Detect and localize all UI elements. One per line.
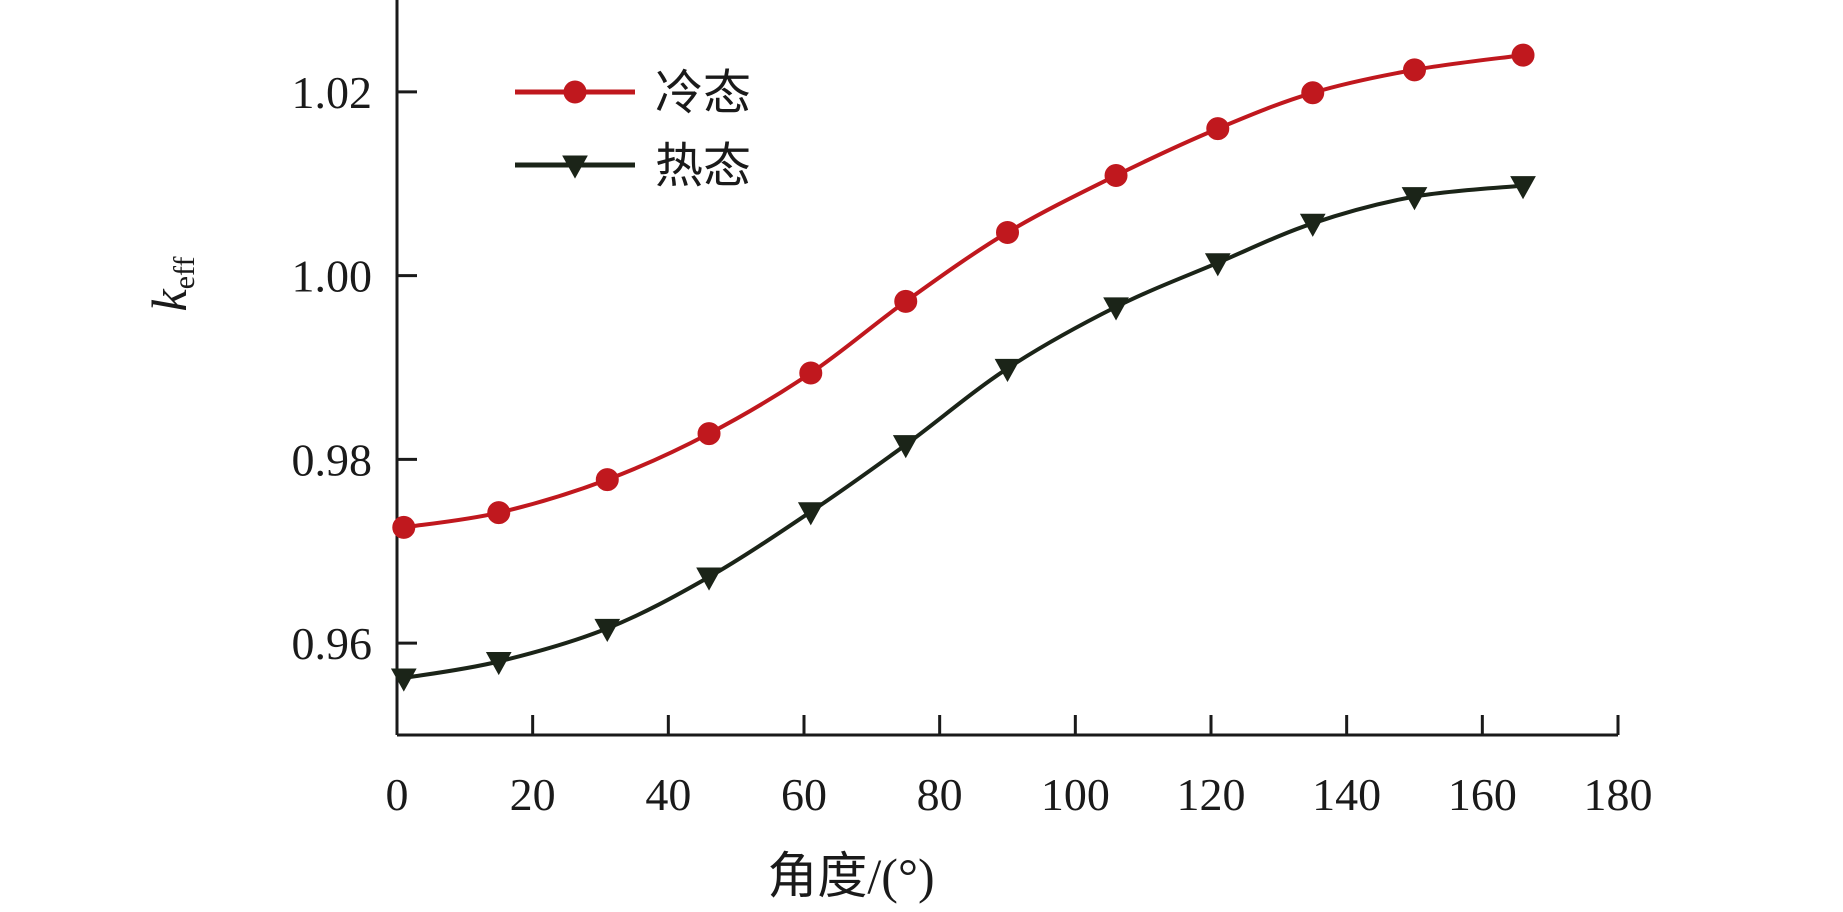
data-point [392, 515, 416, 539]
x-axis-title: 角度/(°) [767, 848, 934, 904]
data-point [894, 289, 918, 313]
data-point [1104, 163, 1128, 187]
data-point [994, 358, 1021, 383]
y-axis-title-subscript: eff [168, 257, 201, 290]
data-point [594, 618, 621, 643]
x-tick-label: 20 [510, 769, 556, 820]
data-point [1299, 213, 1326, 237]
data-point [1301, 81, 1325, 105]
svg-text:keff: keff [141, 257, 201, 312]
legend-marker [563, 80, 587, 104]
y-tick-label: 0.98 [292, 434, 373, 485]
data-point [797, 502, 824, 526]
y-axis-title-main: k [141, 288, 197, 311]
x-tick-label: 180 [1584, 769, 1653, 820]
x-tick-label: 0 [386, 769, 409, 820]
data-point [1204, 253, 1231, 277]
series-layer [390, 43, 1536, 692]
x-tick-label: 100 [1041, 769, 1110, 820]
x-tick-label: 120 [1177, 769, 1246, 820]
x-tick-label: 60 [781, 769, 827, 820]
y-tick-label: 1.02 [292, 67, 373, 118]
data-point [1103, 297, 1129, 321]
series-line [403, 53, 1524, 530]
x-tick-label: 80 [917, 769, 963, 820]
legend-label: 冷态 [655, 67, 751, 120]
data-point [697, 422, 721, 446]
legend-marker [562, 155, 588, 179]
y-axis-title: keff [141, 257, 201, 312]
data-point [1206, 117, 1230, 141]
y-tick-label: 1.00 [292, 251, 373, 302]
data-point [390, 668, 417, 692]
data-point [1511, 43, 1535, 67]
data-point [1403, 58, 1426, 82]
data-point [799, 361, 823, 385]
x-tick-label: 140 [1312, 769, 1381, 820]
legend-item-1: 冷态 [515, 67, 751, 120]
y-axis-ticks: 0.96 0.98 1.00 1.02 [292, 67, 417, 669]
x-tick-label: 160 [1448, 769, 1517, 820]
legend-label: 热态 [655, 140, 751, 193]
data-point [892, 435, 919, 459]
data-point [996, 220, 1019, 244]
y-tick-label: 0.96 [292, 618, 373, 669]
axes [395, 0, 1618, 737]
x-axis-ticks: 0 20 40 60 80 100 120 140 160 180 [386, 715, 1653, 820]
series-2 [390, 176, 1536, 692]
x-tick-label: 40 [645, 769, 691, 820]
data-point [487, 501, 511, 525]
data-point [1510, 176, 1536, 200]
data-point [696, 567, 722, 591]
legend-item-2: 热态 [515, 140, 751, 193]
data-point [595, 468, 619, 492]
data-point [1401, 187, 1428, 211]
data-point [485, 652, 512, 676]
series-1 [392, 43, 1535, 539]
